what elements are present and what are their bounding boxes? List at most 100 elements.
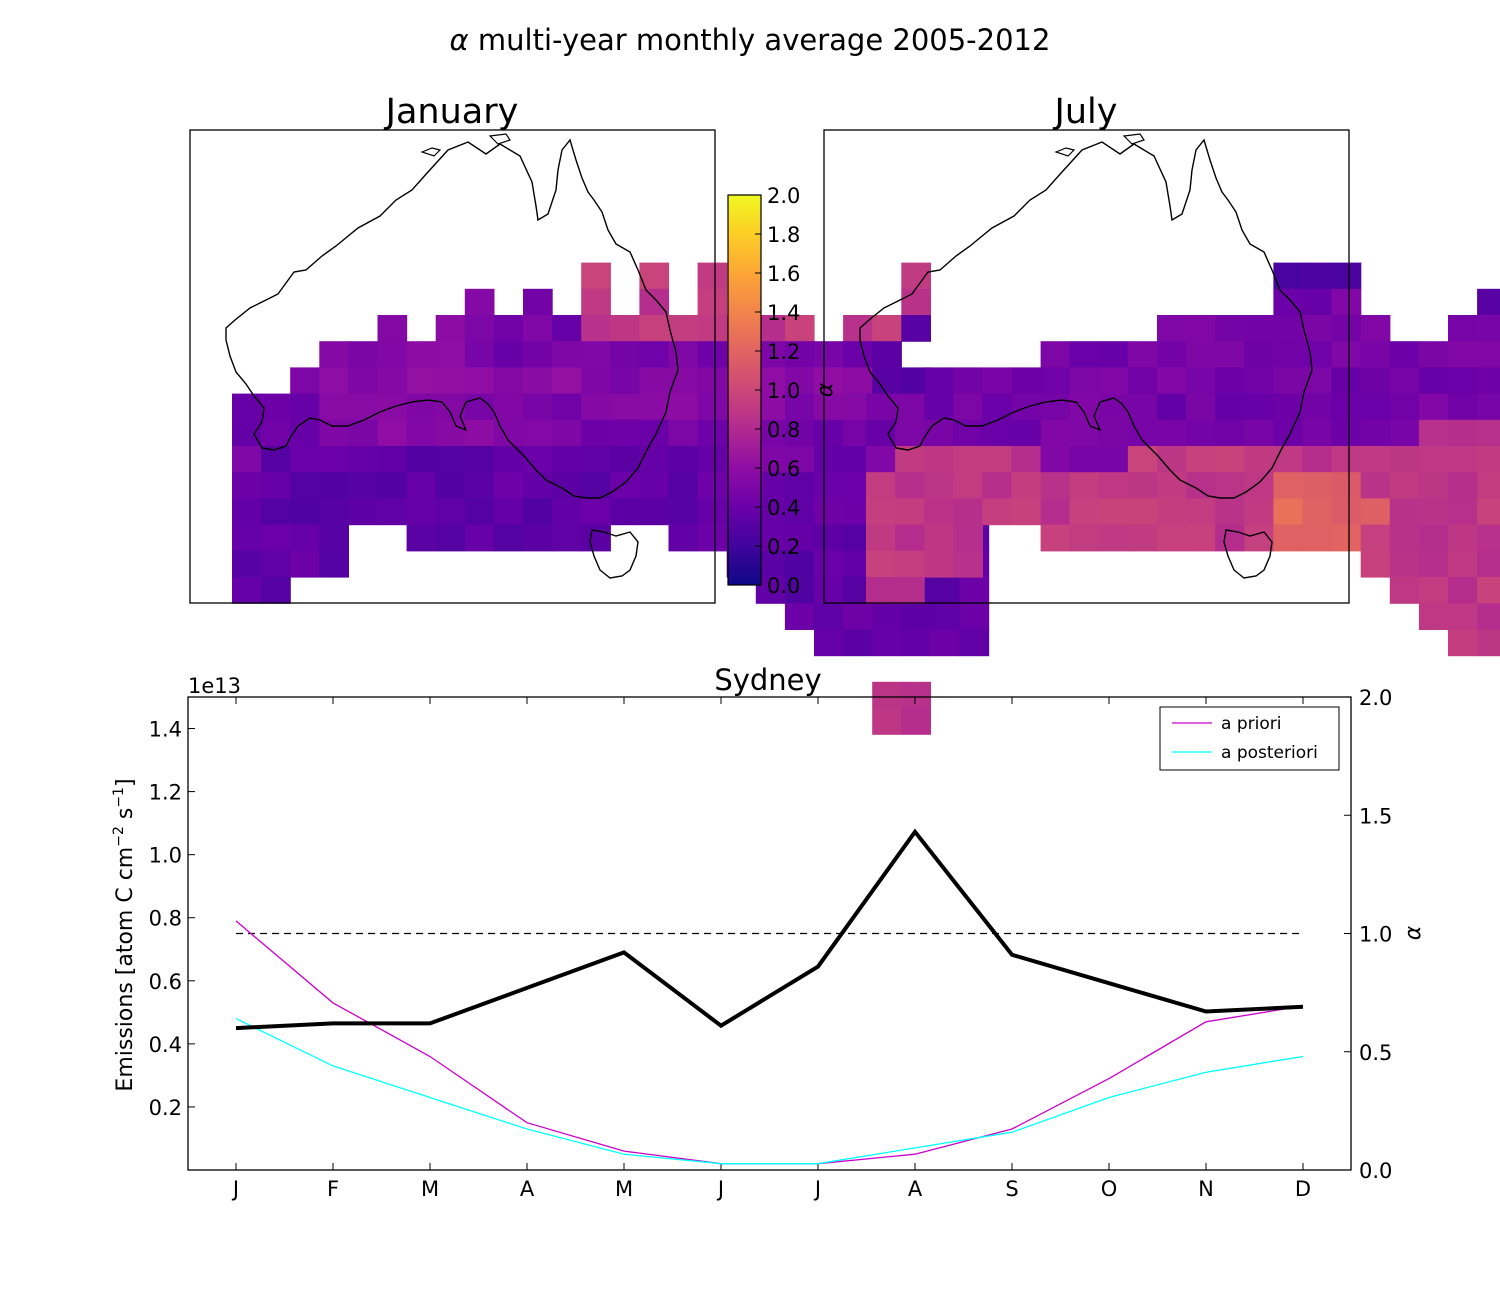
- heatmap-cell: [261, 419, 291, 447]
- heatmap-cell: [639, 288, 670, 316]
- heatmap-cell: [1331, 341, 1362, 368]
- heatmap-cell: [866, 446, 896, 473]
- heatmap-cell: [523, 524, 553, 552]
- heatmap-cell: [435, 498, 466, 526]
- heatmap-cell: [1215, 419, 1245, 447]
- heatmap-cell: [1186, 446, 1216, 473]
- heatmap-cell: [1448, 315, 1478, 342]
- heatmap-cell: [930, 603, 961, 630]
- heatmap-cell: [1360, 446, 1391, 473]
- heatmap-cell: [261, 550, 291, 578]
- left-tick-label: 0.6: [149, 970, 182, 994]
- heatmap-cell: [348, 446, 379, 473]
- heatmap-cell: [1244, 367, 1274, 395]
- heatmap-cell: [1244, 498, 1274, 526]
- heatmap-cell: [866, 550, 896, 578]
- tasmania-coastline: [1223, 529, 1273, 579]
- heatmap-cell: [435, 446, 466, 473]
- heatmap-cell: [1098, 498, 1129, 526]
- heatmap-cell: [924, 393, 954, 421]
- heatmap-cell: [1360, 472, 1391, 499]
- heatmap-cell: [377, 498, 408, 526]
- island-outline: [488, 133, 511, 145]
- heatmap-cell: [610, 472, 640, 499]
- x-tick-label: A: [520, 1177, 535, 1201]
- right-axis-label: α: [1401, 925, 1426, 940]
- heatmap-cell: [924, 550, 954, 578]
- heatmap-cell: [348, 393, 379, 421]
- heatmap-cell: [784, 367, 815, 395]
- heatmap-cell: [639, 341, 670, 368]
- heatmap-cell: [1389, 498, 1420, 526]
- heatmap-cell: [866, 393, 896, 421]
- heatmap-cell: [1331, 288, 1362, 316]
- heatmap-cell: [953, 419, 983, 447]
- heatmap-cell: [866, 577, 896, 604]
- heatmap-cell: [697, 419, 728, 447]
- heatmap-cell: [668, 393, 699, 421]
- heatmap-cell: [1448, 550, 1478, 578]
- heatmap-cell: [668, 524, 699, 552]
- heatmap-cell: [1477, 341, 1500, 368]
- heatmap-cell: [1098, 472, 1129, 499]
- colorbar-tick-label: 2.0: [767, 184, 800, 208]
- heatmap-cell: [493, 472, 524, 499]
- heatmap-cell: [377, 367, 408, 395]
- heatmap-cell: [930, 577, 961, 604]
- heatmap-cell: [814, 524, 844, 552]
- heatmap-cell: [784, 498, 815, 526]
- colorbar-tick-label: 1.6: [767, 262, 800, 286]
- heatmap-cell: [639, 315, 670, 342]
- heatmap-cell: [261, 472, 291, 499]
- sydney-chart-ticks: 0.2 0.4 0.6 0.8 1.0 1.2 1.4 0.0 0.5 1.0 1.5 2.0 J F M A…: [149, 686, 1393, 1201]
- heatmap-cell: [610, 419, 640, 447]
- heatmap-cell: [872, 708, 902, 735]
- heatmap-cell: [1157, 472, 1187, 499]
- heatmap-cell: [1448, 419, 1478, 447]
- heatmap-cell: [1273, 446, 1304, 473]
- heatmap-cell: [784, 341, 815, 368]
- heatmap-cell: [1389, 419, 1420, 447]
- heatmap-cell: [1011, 498, 1042, 526]
- mainland-coastline: [225, 138, 679, 499]
- heatmap-cell: [435, 393, 466, 421]
- heatmap-cell: [406, 341, 437, 368]
- heatmap-cell: [406, 393, 437, 421]
- heatmap-cell: [1273, 341, 1304, 368]
- left-tick-label: 0.8: [149, 907, 182, 931]
- heatmap-cell: [523, 393, 553, 421]
- heatmap-cell: [1418, 446, 1449, 473]
- heatmap-cell: [348, 367, 379, 395]
- heatmap-cell: [319, 498, 349, 526]
- heatmap-cell: [930, 629, 961, 657]
- heatmap-cell: [261, 577, 291, 604]
- heatmap-cell: [814, 446, 844, 473]
- heatmap-cell: [523, 419, 553, 447]
- heatmap-cell: [1477, 577, 1500, 604]
- heatmap-cell: [843, 315, 873, 342]
- heatmap-cell: [866, 419, 896, 447]
- heatmap-cell: [1302, 419, 1333, 447]
- heatmap-cell: [1448, 393, 1478, 421]
- heatmap-cell: [552, 498, 582, 526]
- heatmap-cell: [581, 288, 611, 316]
- heatmap-cell: [1215, 367, 1245, 395]
- heatmap-cell: [843, 603, 873, 630]
- heatmap-cell: [232, 419, 262, 447]
- right-tick-label: 0.5: [1359, 1041, 1392, 1065]
- heatmap-cell: [1069, 472, 1100, 499]
- heatmap-cell: [1098, 524, 1129, 552]
- colorbar-tick-label: 0.4: [767, 496, 800, 520]
- heatmap-cell: [1477, 524, 1500, 552]
- heatmap-cell: [1360, 393, 1391, 421]
- heatmap-cell: [1244, 419, 1274, 447]
- heatmap-cell: [872, 341, 902, 368]
- heatmap-cell: [866, 524, 896, 552]
- heatmap-cell: [872, 315, 902, 342]
- heatmap-cell: [1069, 393, 1100, 421]
- heatmap-cell: [895, 524, 925, 552]
- heatmap-cell: [319, 550, 349, 578]
- heatmap-cell: [784, 550, 815, 578]
- heatmap-cell: [610, 393, 640, 421]
- colorbar-tick-label: 0.0: [767, 574, 800, 598]
